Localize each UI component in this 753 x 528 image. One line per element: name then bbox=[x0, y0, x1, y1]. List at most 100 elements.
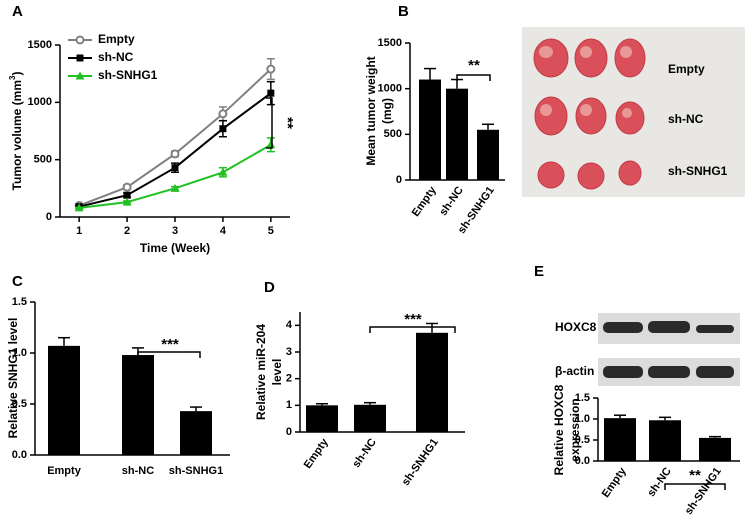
label-part: Tumor volume (mm bbox=[10, 80, 24, 190]
western-blot bbox=[598, 313, 740, 386]
image-label: sh-NC bbox=[668, 112, 704, 126]
bar bbox=[419, 79, 441, 180]
y-tick-label: 2 bbox=[286, 373, 292, 385]
y-axis-label-line: (mg) bbox=[380, 98, 394, 124]
y-tick-label: 0.0 bbox=[12, 449, 27, 461]
bar bbox=[604, 418, 636, 461]
bar bbox=[180, 411, 212, 455]
bar bbox=[122, 355, 154, 455]
y-axis-label-line: Relative HOXC8 bbox=[552, 384, 566, 475]
bar bbox=[699, 437, 731, 461]
significance-label: ** bbox=[468, 57, 480, 74]
panel-letter: C bbox=[12, 273, 23, 290]
x-tick-label: 4 bbox=[220, 225, 227, 237]
y-tick-label: 1.5 bbox=[12, 296, 27, 308]
y-tick-label: 0 bbox=[286, 426, 292, 438]
blot-label: HOXC8 bbox=[555, 320, 597, 334]
bar bbox=[446, 88, 468, 180]
data-point bbox=[266, 64, 276, 74]
bar bbox=[416, 332, 448, 432]
x-tick-label: 5 bbox=[268, 225, 274, 237]
significance-label: *** bbox=[161, 336, 179, 353]
tumor-photo bbox=[522, 27, 745, 197]
y-tick-label: 4 bbox=[286, 319, 293, 331]
y-tick-label: 1.5 bbox=[575, 392, 590, 404]
y-tick-label: 0 bbox=[396, 174, 402, 186]
y-axis-label-line: Relative miR-204 bbox=[254, 324, 268, 420]
x-tick-label: sh-SNHG1 bbox=[400, 437, 441, 488]
legend-label: Empty bbox=[98, 32, 135, 46]
significance-bracket bbox=[266, 97, 273, 149]
image-label: sh-SNHG1 bbox=[668, 164, 728, 178]
panel-letter: E bbox=[534, 263, 544, 280]
x-tick-label: sh-NC bbox=[645, 465, 673, 498]
significance-bracket bbox=[137, 351, 201, 358]
data-point bbox=[122, 197, 132, 206]
y-axis-label-line: expression bbox=[568, 398, 582, 461]
y-axis-label-line: Relative SNHG1 level bbox=[6, 318, 20, 439]
bar bbox=[649, 420, 681, 461]
data-point bbox=[170, 183, 180, 192]
data-point bbox=[218, 109, 228, 119]
bar bbox=[477, 129, 499, 180]
significance-label: ** bbox=[689, 467, 701, 484]
y-tick-label: 0 bbox=[46, 211, 52, 223]
x-tick-label: Empty bbox=[600, 465, 630, 500]
y-axis-label: Tumor volume (mm3) bbox=[8, 72, 24, 191]
bar bbox=[306, 405, 338, 432]
data-point bbox=[266, 140, 276, 149]
y-tick-label: 1500 bbox=[378, 37, 402, 49]
y-axis-label-text: Tumor volume (mm3) bbox=[8, 72, 24, 191]
data-point bbox=[74, 203, 84, 212]
legend-marker bbox=[76, 54, 84, 62]
data-point bbox=[218, 167, 228, 176]
data-point bbox=[122, 182, 132, 192]
x-tick-label: sh-SNHG1 bbox=[169, 465, 223, 477]
bar bbox=[48, 345, 80, 455]
data-point bbox=[123, 191, 131, 199]
x-tick-label: 2 bbox=[124, 225, 130, 237]
legend-marker bbox=[75, 71, 85, 80]
significance-bracket bbox=[456, 74, 491, 81]
data-point bbox=[219, 125, 227, 133]
significance-bracket bbox=[664, 483, 726, 490]
y-axis-label: Relative HOXC8 expression bbox=[552, 384, 582, 475]
y-tick-label: 0.5 bbox=[575, 434, 590, 446]
bar bbox=[354, 404, 386, 432]
x-tick-label: Empty bbox=[410, 184, 440, 219]
y-axis-label: Relative SNHG1 level bbox=[6, 318, 20, 439]
label-part: ) bbox=[10, 72, 24, 76]
x-tick-label: sh-NC bbox=[437, 184, 465, 217]
panel-letter: B bbox=[398, 3, 409, 20]
x-tick-label: Empty bbox=[47, 465, 82, 477]
y-tick-label: 3 bbox=[286, 346, 292, 358]
y-tick-label: 1500 bbox=[28, 39, 52, 51]
x-tick-label: sh-NC bbox=[350, 436, 378, 469]
y-tick-label: 500 bbox=[384, 128, 402, 140]
x-tick-label: sh-NC bbox=[122, 465, 154, 477]
x-axis-label: Time (Week) bbox=[140, 241, 210, 255]
legend-marker bbox=[75, 35, 85, 45]
label-superscript: 3 bbox=[8, 75, 17, 80]
x-tick-label: Empty bbox=[302, 436, 332, 471]
significance-label: *** bbox=[404, 311, 422, 328]
blot-label: β-actin bbox=[555, 364, 594, 378]
y-tick-label: 1.0 bbox=[12, 347, 27, 359]
significance-label: ** bbox=[279, 117, 296, 129]
panel-letter: D bbox=[264, 279, 275, 296]
significance-bracket bbox=[369, 326, 456, 333]
data-point bbox=[170, 149, 180, 159]
y-axis-label-line: Mean tumor weight bbox=[364, 56, 378, 165]
y-axis-label: Mean tumor weight (mg) bbox=[364, 56, 394, 165]
image-label: Empty bbox=[668, 62, 705, 76]
y-tick-label: 1000 bbox=[28, 96, 52, 108]
y-axis-label: Relative miR-204 level bbox=[254, 324, 284, 420]
y-tick-label: 1.0 bbox=[575, 413, 590, 425]
data-point bbox=[171, 164, 179, 172]
x-tick-label: 3 bbox=[172, 225, 178, 237]
y-tick-label: 1000 bbox=[378, 83, 402, 95]
legend-label: sh-SNHG1 bbox=[98, 68, 158, 82]
y-tick-label: 0.5 bbox=[12, 398, 27, 410]
y-tick-label: 1 bbox=[286, 399, 292, 411]
